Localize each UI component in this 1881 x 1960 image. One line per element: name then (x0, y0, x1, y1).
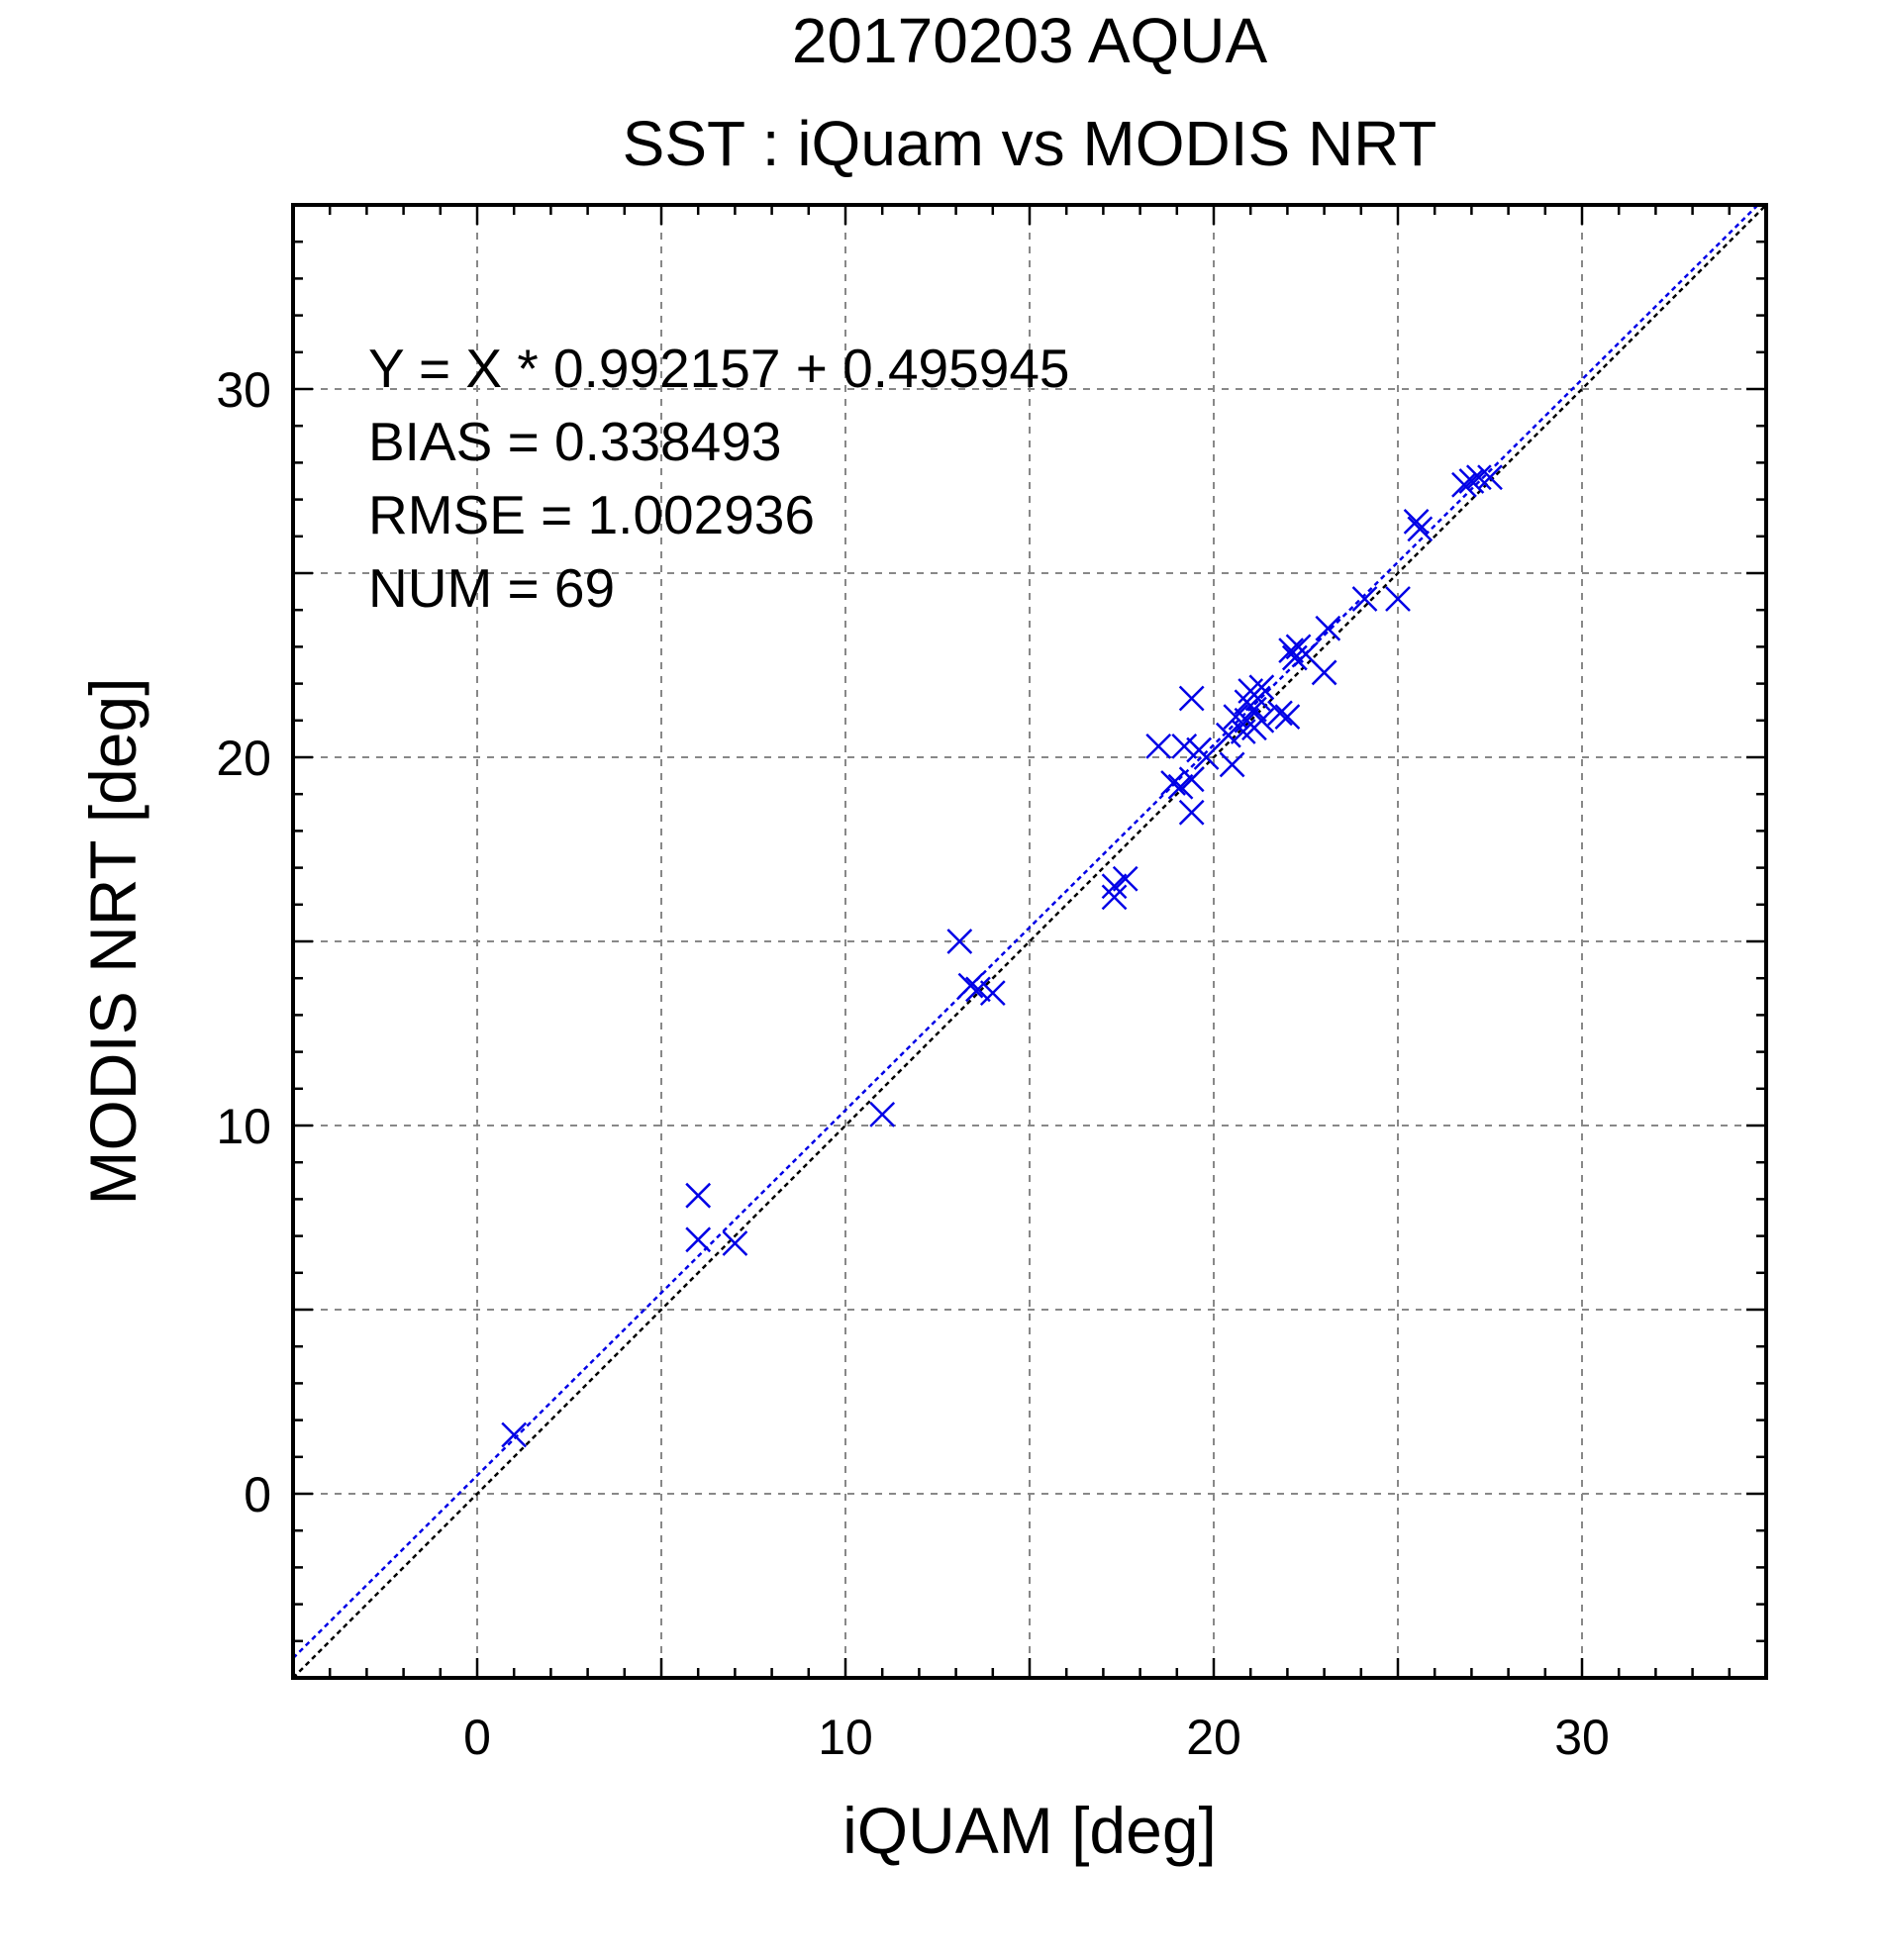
y-tick-label: 10 (216, 1099, 271, 1154)
x-tick-label: 20 (1186, 1710, 1241, 1765)
data-point-x-marker (1101, 884, 1128, 911)
data-point-x-marker (1160, 770, 1186, 796)
data-points (501, 464, 1503, 1448)
rmse-value: RMSE = 1.002936 (368, 484, 815, 545)
y-tick-label: 30 (216, 362, 271, 418)
data-point-x-marker (1193, 744, 1220, 770)
data-point-x-marker (1477, 464, 1503, 491)
data-point-x-marker (1178, 766, 1205, 793)
data-point-x-marker (946, 929, 973, 954)
data-point-x-marker (1178, 799, 1205, 826)
chart-title-line-2: SST : iQuam vs MODIS NRT (623, 108, 1437, 179)
x-tick-label: 0 (463, 1710, 491, 1765)
data-point-x-marker (1267, 700, 1293, 727)
data-point-x-marker (1248, 707, 1275, 734)
x-tick-labels: 0 10 20 30 (463, 1710, 1610, 1765)
data-point-x-marker (1274, 704, 1301, 730)
data-point-x-marker (722, 1230, 748, 1256)
y-axis-label: MODIS NRT [deg] (76, 677, 149, 1205)
x-tick-label: 30 (1554, 1710, 1610, 1765)
data-point-x-marker (685, 1182, 712, 1209)
data-point-x-marker (1278, 637, 1305, 664)
y-tick-labels: 0 10 20 30 (216, 362, 271, 1522)
regression-equation: Y = X * 0.992157 + 0.495945 (368, 338, 1070, 399)
data-point-x-marker (1167, 773, 1194, 800)
data-point-x-marker (501, 1421, 528, 1448)
data-point-x-marker (1385, 586, 1411, 612)
data-point-x-marker (1403, 509, 1430, 535)
data-point-x-marker (1219, 751, 1245, 778)
data-point-x-marker (1248, 674, 1275, 701)
x-axis-label: iQUAM [deg] (842, 1794, 1217, 1867)
num-value: NUM = 69 (368, 557, 615, 619)
data-point-x-marker (1101, 873, 1128, 900)
data-point-x-marker (957, 972, 984, 999)
data-point-x-marker (1145, 733, 1172, 759)
fit-line-path (292, 204, 1759, 1659)
plot-frame (291, 203, 1768, 1680)
data-point-x-marker (1351, 586, 1378, 612)
grid (293, 205, 1766, 1678)
data-point-x-marker (1112, 865, 1138, 892)
chart-title-line-1: 20170203 AQUA (792, 5, 1268, 76)
data-point-x-marker (979, 980, 1006, 1006)
data-point-x-marker (685, 1226, 712, 1253)
data-point-x-marker (1311, 659, 1337, 686)
data-point-x-marker (1215, 722, 1241, 748)
data-point-x-marker (965, 976, 991, 1003)
data-point-x-marker (1315, 615, 1341, 641)
y-tick-label: 20 (216, 731, 271, 786)
fit-line (292, 204, 1759, 1659)
data-point-x-marker (1407, 516, 1434, 542)
bias-value: BIAS = 0.338493 (368, 411, 781, 472)
x-tick-label: 10 (818, 1710, 873, 1765)
data-point-x-marker (1451, 471, 1477, 498)
data-point-x-marker (1178, 685, 1205, 712)
y-tick-label: 0 (244, 1467, 271, 1522)
data-point-x-marker (1465, 464, 1492, 491)
stats-annotation: Y = X * 0.992157 + 0.495945 BIAS = 0.338… (368, 338, 1070, 619)
data-point-x-marker (1171, 733, 1198, 759)
data-point-x-marker (869, 1101, 896, 1127)
